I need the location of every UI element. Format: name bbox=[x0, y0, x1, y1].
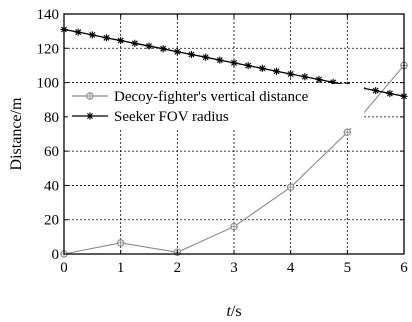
marker-arm bbox=[372, 87, 379, 94]
x-tick-label: 2 bbox=[174, 260, 182, 276]
x-axis-variable: t bbox=[226, 303, 231, 320]
marker-arm bbox=[301, 73, 308, 80]
y-tick-label: 20 bbox=[44, 213, 59, 229]
x-axis-label: t/s bbox=[226, 303, 241, 320]
marker-arm bbox=[287, 71, 294, 77]
marker-arm bbox=[216, 57, 223, 64]
y-tick-label: 80 bbox=[44, 110, 59, 126]
data-point bbox=[187, 50, 196, 59]
legend-label: Decoy-fighter's vertical distance bbox=[114, 89, 309, 105]
marker-arm bbox=[316, 76, 322, 83]
data-point bbox=[216, 56, 224, 64]
marker-arm bbox=[87, 113, 93, 119]
grid-lines bbox=[64, 14, 404, 254]
data-point bbox=[372, 87, 380, 95]
marker-arm bbox=[103, 34, 110, 41]
y-tick-label: 120 bbox=[37, 41, 60, 57]
x-tick-label: 1 bbox=[117, 260, 125, 276]
legend-entry-1: Seeker FOV radius bbox=[72, 109, 229, 125]
marker-arm bbox=[75, 29, 82, 36]
x-tick-label: 4 bbox=[287, 260, 295, 276]
marker-arm bbox=[117, 37, 124, 44]
data-point bbox=[102, 34, 111, 42]
data-point bbox=[244, 62, 252, 70]
data-point bbox=[301, 73, 309, 81]
legend: Decoy-fighter's vertical distance Seeker … bbox=[68, 84, 364, 128]
x-tick-label: 5 bbox=[344, 260, 352, 276]
legend-entry-0: Decoy-fighter's vertical distance bbox=[72, 89, 309, 105]
marker-arm bbox=[174, 48, 181, 55]
data-point bbox=[287, 70, 295, 78]
data-point bbox=[202, 53, 210, 61]
legend-marker bbox=[86, 92, 94, 100]
data-point bbox=[343, 128, 352, 137]
legend-label: Seeker FOV radius bbox=[114, 109, 229, 125]
marker-arm bbox=[386, 90, 393, 97]
marker-arm bbox=[146, 43, 152, 50]
legend-marker bbox=[86, 112, 94, 120]
marker-arm bbox=[231, 59, 237, 66]
marker-arm bbox=[89, 31, 96, 38]
y-axis-label: Distance/m bbox=[8, 97, 25, 170]
y-tick-label: 100 bbox=[37, 76, 60, 92]
legend-box bbox=[68, 84, 364, 128]
marker-arm bbox=[245, 62, 252, 69]
data-point bbox=[145, 42, 153, 50]
marker-arm bbox=[273, 68, 280, 75]
data-point bbox=[131, 39, 139, 47]
data-point bbox=[315, 75, 323, 84]
y-tick-label: 140 bbox=[37, 7, 60, 23]
y-tick-label: 40 bbox=[44, 178, 59, 194]
data-point bbox=[173, 48, 181, 56]
marker-arm bbox=[202, 54, 209, 61]
data-point bbox=[117, 36, 125, 45]
y-tick-label: 0 bbox=[52, 247, 60, 263]
x-tick-label: 3 bbox=[230, 260, 238, 276]
data-point bbox=[74, 28, 82, 36]
y-tick-label: 60 bbox=[44, 144, 59, 160]
data-point bbox=[386, 89, 394, 98]
data-point bbox=[258, 64, 266, 72]
data-point bbox=[272, 67, 281, 75]
axis-ticks bbox=[63, 13, 405, 255]
x-axis-unit: /s bbox=[231, 303, 242, 320]
data-point bbox=[116, 239, 125, 247]
marker-arm bbox=[188, 51, 195, 58]
marker-arm bbox=[259, 65, 266, 72]
data-point bbox=[230, 222, 238, 231]
x-tick-label: 0 bbox=[60, 260, 68, 276]
data-point bbox=[230, 59, 238, 67]
x-tick-label: 6 bbox=[400, 260, 408, 276]
marker-arm bbox=[131, 40, 138, 47]
marker-arm bbox=[160, 45, 167, 52]
data-point bbox=[286, 183, 295, 191]
data-point bbox=[159, 45, 167, 53]
data-point bbox=[88, 31, 96, 39]
